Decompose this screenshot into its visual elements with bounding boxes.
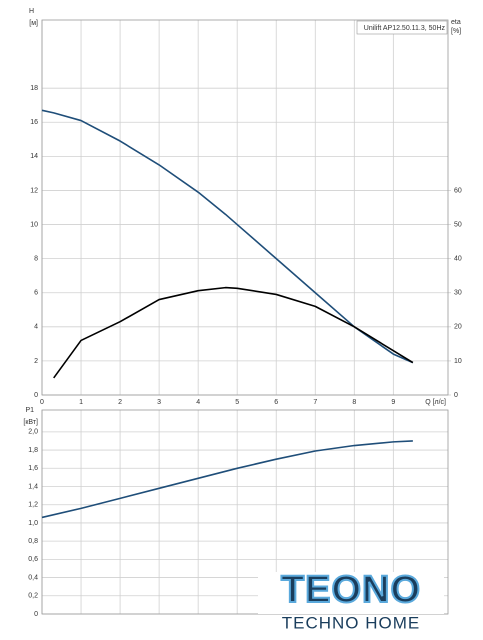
y-tick-label: 0,8 [28, 538, 38, 545]
y2-axis-unit: [%] [451, 28, 461, 35]
x-tick-label: 8 [352, 399, 356, 406]
y-axis-label: H [29, 8, 34, 15]
y2-tick-label: 50 [454, 221, 462, 228]
y-tick-label: 4 [34, 324, 38, 331]
y-tick-label: 8 [34, 255, 38, 262]
chart-title: Unilift AP12.50.11.3, 50Hz [364, 25, 446, 32]
y-tick-label: 1,6 [28, 465, 38, 472]
y2-tick-label: 30 [454, 290, 462, 297]
y2-tick-label: 10 [454, 358, 462, 365]
y2-tick-label: 20 [454, 324, 462, 331]
y-tick-label: 0,2 [28, 593, 38, 600]
logo-title: TEONO [281, 569, 421, 611]
y-tick-label: 0 [34, 611, 38, 618]
y-tick-label: 6 [34, 290, 38, 297]
plot-frame [41, 19, 449, 396]
y-tick-label: 18 [30, 85, 38, 92]
y-tick-label: 1,2 [28, 502, 38, 509]
y-tick-label: 0,6 [28, 556, 38, 563]
y-axis-label: P1 [25, 407, 34, 414]
y-axis-unit: [м] [29, 20, 38, 27]
y-tick-label: 10 [30, 221, 38, 228]
y2-tick-label: 40 [454, 255, 462, 262]
x-tick-label: 0 [40, 399, 44, 406]
logo: TEONO TECHNO HOME [258, 568, 444, 632]
x-axis-label: Q [л/с] [425, 399, 446, 406]
y2-tick-label: 0 [454, 392, 458, 399]
y2-axis-label: eta [451, 19, 461, 26]
y-tick-label: 1,0 [28, 520, 38, 527]
y-tick-label: 16 [30, 119, 38, 126]
y2-tick-label: 60 [454, 187, 462, 194]
y-tick-label: 2,0 [28, 429, 38, 436]
x-tick-label: 6 [274, 399, 278, 406]
y-tick-label: 0,4 [28, 574, 38, 581]
logo-background [258, 572, 444, 614]
x-tick-label: 3 [157, 399, 161, 406]
y-tick-label: 1,8 [28, 447, 38, 454]
y-tick-label: 1,4 [28, 483, 38, 490]
x-tick-label: 4 [196, 399, 200, 406]
logo-subtitle: TECHNO HOME [282, 613, 421, 632]
x-tick-label: 7 [313, 399, 317, 406]
x-tick-label: 9 [391, 399, 395, 406]
x-tick-label: 5 [235, 399, 239, 406]
series-line [53, 286, 414, 379]
series-line [41, 440, 413, 519]
x-tick-label: 1 [79, 399, 83, 406]
x-tick-label: 2 [118, 399, 122, 406]
y-tick-label: 2 [34, 358, 38, 365]
plot-frame [41, 409, 449, 615]
y-axis-unit: [кВт] [23, 419, 38, 426]
title-box [356, 20, 448, 35]
y-tick-label: 0 [34, 392, 38, 399]
y-tick-label: 12 [30, 187, 38, 194]
y-tick-label: 14 [30, 153, 38, 160]
